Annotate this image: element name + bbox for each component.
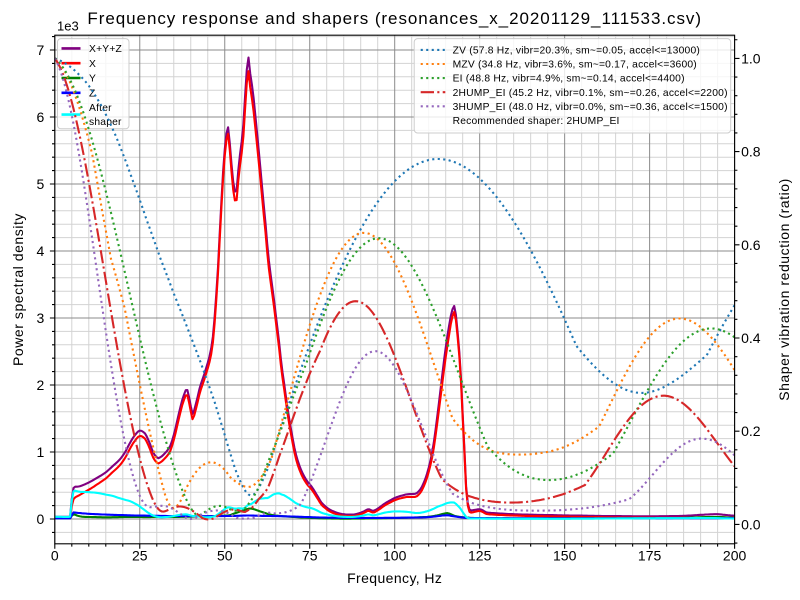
svg-text:175: 175	[638, 548, 662, 564]
svg-text:MZV (34.8 Hz, vibr=3.6%, sm~=0: MZV (34.8 Hz, vibr=3.6%, sm~=0.17, accel…	[453, 60, 697, 71]
svg-text:0.0: 0.0	[741, 516, 761, 532]
svg-text:125: 125	[468, 548, 492, 564]
svg-text:1e3: 1e3	[57, 19, 79, 34]
svg-text:EI (48.8 Hz, vibr=4.9%, sm~=0.: EI (48.8 Hz, vibr=4.9%, sm~=0.14, accel<…	[453, 74, 685, 85]
svg-text:Power spectral density: Power spectral density	[10, 213, 26, 366]
svg-text:X+Y+Z: X+Y+Z	[89, 44, 122, 55]
svg-text:7: 7	[37, 42, 45, 58]
svg-text:1.0: 1.0	[741, 50, 761, 66]
svg-text:2HUMP_EI (45.2 Hz, vibr=0.1%,: 2HUMP_EI (45.2 Hz, vibr=0.1%, sm~=0.26, …	[453, 88, 728, 99]
svg-text:6: 6	[37, 109, 45, 125]
svg-text:Z: Z	[89, 88, 96, 99]
svg-text:100: 100	[383, 548, 407, 564]
svg-text:shaper: shaper	[89, 117, 122, 128]
svg-text:0: 0	[37, 511, 45, 527]
svg-text:0.4: 0.4	[741, 330, 761, 346]
svg-text:ZV (57.8 Hz, vibr=20.3%, sm~=0: ZV (57.8 Hz, vibr=20.3%, sm~=0.05, accel…	[453, 46, 700, 57]
svg-text:200: 200	[723, 548, 747, 564]
svg-text:75: 75	[302, 548, 318, 564]
svg-text:1: 1	[37, 444, 45, 460]
svg-text:Recommended shaper: 2HUMP_EI: Recommended shaper: 2HUMP_EI	[453, 116, 620, 127]
svg-text:25: 25	[132, 548, 148, 564]
svg-text:2: 2	[37, 377, 45, 393]
svg-text:3: 3	[37, 310, 45, 326]
svg-text:0: 0	[51, 548, 59, 564]
svg-text:Y: Y	[89, 74, 96, 85]
svg-text:150: 150	[553, 548, 577, 564]
svg-text:Frequency response and shapers: Frequency response and shapers (resonanc…	[87, 9, 702, 28]
svg-text:0.2: 0.2	[741, 423, 761, 439]
svg-text:5: 5	[37, 176, 45, 192]
svg-text:4: 4	[37, 243, 45, 259]
svg-text:Frequency, Hz: Frequency, Hz	[347, 570, 442, 586]
svg-text:3HUMP_EI (48.0 Hz, vibr=0.0%,: 3HUMP_EI (48.0 Hz, vibr=0.0%, sm~=0.36, …	[453, 102, 728, 113]
svg-text:Shaper vibration reduction (ra: Shaper vibration reduction (ratio)	[776, 178, 792, 401]
svg-text:50: 50	[217, 548, 233, 564]
svg-text:0.8: 0.8	[741, 144, 761, 160]
svg-text:X: X	[89, 59, 96, 70]
svg-text:0.6: 0.6	[741, 237, 761, 253]
svg-text:After: After	[89, 103, 112, 114]
